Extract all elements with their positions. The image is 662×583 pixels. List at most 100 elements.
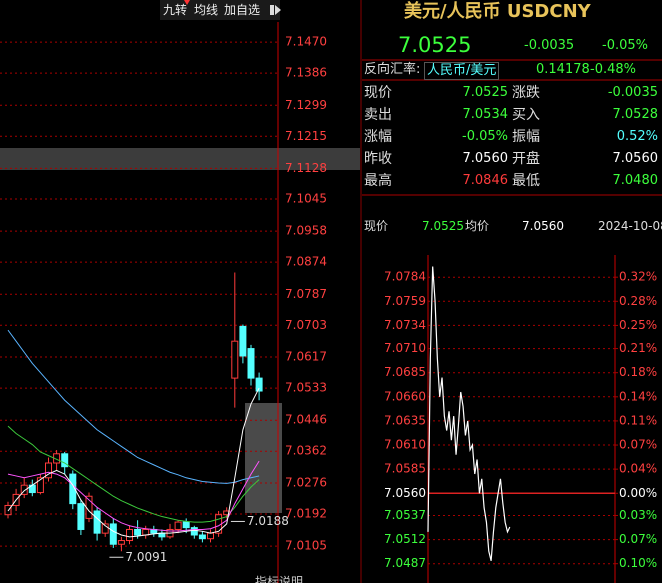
y-tick-label: 7.0362 bbox=[285, 444, 327, 458]
title: 美元/人民币 USDCNY bbox=[404, 1, 591, 22]
y2-tick-label: 0.11% bbox=[619, 413, 657, 427]
ma-line bbox=[7, 329, 260, 484]
candle-body bbox=[239, 325, 247, 357]
y-tick-label: 7.0560 bbox=[384, 486, 426, 500]
y2-tick-label: 0.07% bbox=[619, 438, 657, 452]
value: 7.0560 bbox=[522, 219, 564, 233]
y-tick-label: 7.0585 bbox=[384, 462, 426, 476]
y-tick-label: 7.0958 bbox=[285, 224, 327, 238]
y-tick-label: 7.0685 bbox=[384, 365, 426, 379]
reverse-pair[interactable]: 人民币/美元 bbox=[424, 62, 500, 80]
y2-tick-label: 0.25% bbox=[619, 318, 657, 332]
row-label: 现价 bbox=[364, 85, 392, 101]
candle-body bbox=[134, 528, 142, 536]
y-tick-label: 7.0487 bbox=[384, 556, 426, 570]
row-label: 涨幅 bbox=[364, 129, 392, 145]
candle-body bbox=[117, 540, 125, 545]
reverse-price: 0.14178 bbox=[536, 62, 590, 77]
toolbar-button[interactable]: 九转 bbox=[163, 3, 188, 17]
footer[interactable]: 指标说明 bbox=[255, 575, 304, 583]
row-value: 7.0560 bbox=[612, 151, 659, 166]
y2-tick-label: 0.03% bbox=[619, 508, 657, 522]
date: 2024-10-08 bbox=[598, 219, 662, 233]
annotation: 7.0091 bbox=[125, 550, 167, 564]
y-tick-label: 7.0617 bbox=[285, 350, 327, 364]
candle-body bbox=[36, 477, 44, 494]
y2-tick-label: 0.14% bbox=[619, 389, 657, 403]
y-tick-label: 7.0537 bbox=[384, 508, 426, 522]
y2-tick-label: 0.28% bbox=[619, 294, 657, 308]
candle-body bbox=[4, 504, 12, 516]
candle-body bbox=[45, 462, 52, 479]
row-value: -0.0035 bbox=[607, 85, 658, 100]
row-label: 最低 bbox=[512, 173, 540, 189]
y-tick-label: 7.1045 bbox=[285, 192, 327, 206]
row-label: 涨跌 bbox=[512, 85, 540, 101]
candle-body bbox=[93, 510, 101, 534]
reverse-label: 反向汇率: bbox=[364, 62, 421, 77]
highlight-band bbox=[0, 148, 360, 170]
y-tick-label: 7.0874 bbox=[285, 255, 327, 269]
y-tick-label: 7.0734 bbox=[384, 318, 426, 332]
y-tick-label: 7.1470 bbox=[285, 35, 327, 49]
price: 7.0525 bbox=[398, 33, 472, 57]
candle-body bbox=[69, 473, 77, 505]
row-label: 买入 bbox=[512, 107, 540, 123]
menu-icon[interactable] bbox=[270, 5, 281, 15]
price-line bbox=[427, 266, 511, 561]
y-tick-label: 7.0533 bbox=[285, 381, 327, 395]
y-tick-label: 7.1386 bbox=[285, 66, 327, 80]
row-label: 开盘 bbox=[512, 151, 540, 167]
candle-body bbox=[182, 521, 190, 529]
y-tick-label: 7.1299 bbox=[285, 98, 327, 112]
toolbar-button[interactable]: 加自选 bbox=[224, 3, 261, 17]
ma-line bbox=[7, 387, 260, 538]
y-tick-label: 7.0105 bbox=[285, 539, 327, 553]
y2-tick-label: 0.32% bbox=[619, 270, 657, 284]
y-tick-label: 7.0710 bbox=[384, 341, 426, 355]
candle-body bbox=[255, 377, 263, 392]
y-tick-label: 7.0276 bbox=[285, 475, 327, 489]
candle-body bbox=[20, 484, 28, 495]
y-tick-label: 7.0512 bbox=[384, 532, 426, 546]
row-label: 昨收 bbox=[364, 151, 392, 167]
candle-body bbox=[231, 340, 239, 379]
change: -0.0035 bbox=[524, 38, 575, 53]
annotation: 7.0188 bbox=[247, 514, 289, 528]
row-value: -0.05% bbox=[462, 129, 508, 144]
candle-body bbox=[61, 453, 69, 468]
row-value: 7.0534 bbox=[462, 107, 509, 122]
y-tick-label: 7.0784 bbox=[384, 270, 426, 284]
label: 均价 bbox=[465, 219, 490, 233]
candle-body bbox=[101, 523, 109, 534]
row-value: 0.52% bbox=[616, 129, 658, 144]
y-tick-label: 7.1215 bbox=[285, 129, 327, 143]
candle-body bbox=[207, 532, 214, 540]
reverse-pct: -0.48% bbox=[590, 62, 636, 77]
toolbar-button[interactable]: 均线 bbox=[194, 3, 219, 17]
candle-body bbox=[174, 521, 182, 530]
candle-body bbox=[142, 528, 150, 536]
y-tick-label: 7.0192 bbox=[285, 506, 327, 520]
row-value: 7.0525 bbox=[462, 85, 509, 100]
candle-body bbox=[109, 523, 117, 545]
ma-line bbox=[7, 460, 260, 532]
row-value: 7.0528 bbox=[612, 107, 659, 122]
y-tick-label: 7.0759 bbox=[384, 294, 426, 308]
y2-tick-label: 0.00% bbox=[619, 486, 657, 500]
y-tick-label: 7.0660 bbox=[384, 389, 426, 403]
candle-body bbox=[190, 527, 198, 536]
y2-tick-label: 0.18% bbox=[619, 365, 657, 379]
candle-body bbox=[198, 534, 206, 540]
candle-body bbox=[247, 348, 255, 379]
row-label: 振幅 bbox=[512, 129, 540, 145]
label: 现价 bbox=[364, 219, 389, 233]
row-label: 最高 bbox=[364, 173, 392, 189]
y2-tick-label: 0.04% bbox=[619, 462, 657, 476]
y-tick-label: 7.0787 bbox=[285, 287, 327, 301]
candle-body bbox=[77, 503, 85, 530]
row-value: 7.0560 bbox=[462, 151, 509, 166]
y2-tick-label: 0.10% bbox=[619, 556, 657, 570]
